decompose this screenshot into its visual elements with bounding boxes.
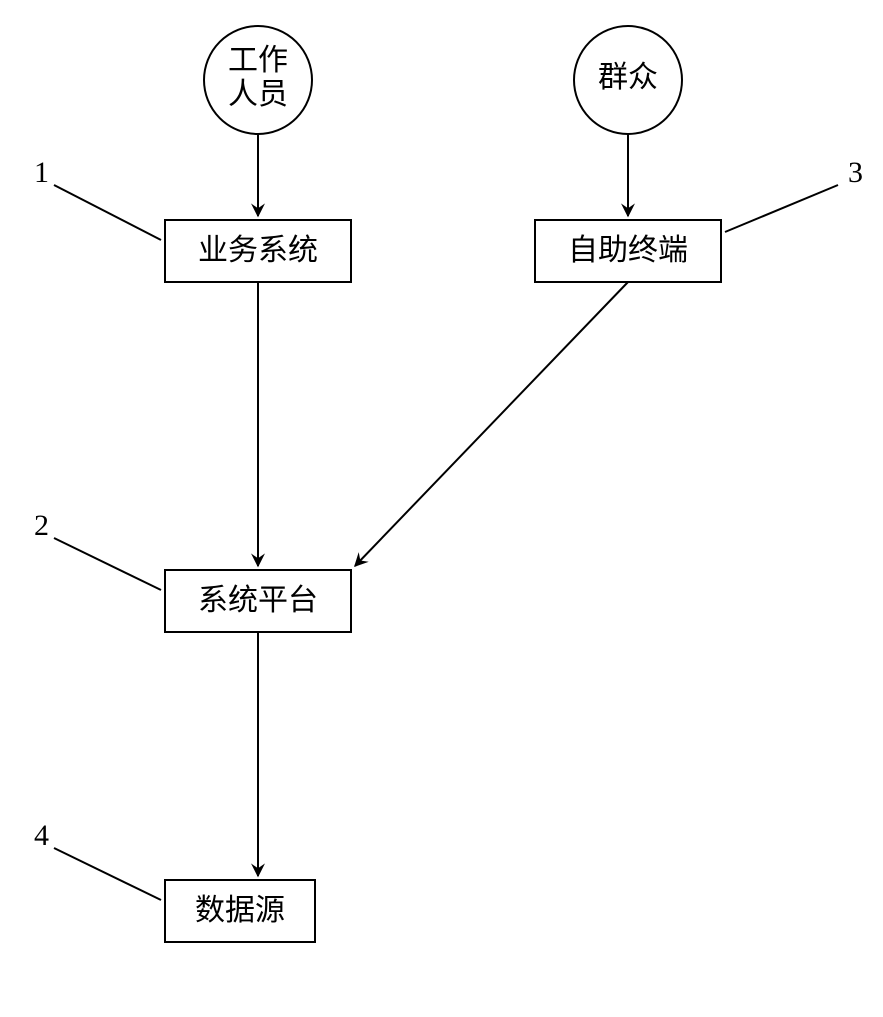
node-label-box_datasource: 数据源 [195,894,285,927]
callout-number-2: 2 [34,509,49,542]
node-label-box_platform: 系统平台 [198,584,318,617]
callout-number-4: 4 [34,819,49,852]
callout-number-3: 3 [848,156,863,189]
node-label-actor_staff-line1: 人员 [228,78,288,111]
edge-box_terminal-to-box_platform [355,282,628,566]
callout-leader-3 [725,185,838,232]
node-label-box_business: 业务系统 [198,234,318,267]
callout-leader-1 [54,185,161,240]
node-label-box_terminal: 自助终端 [568,234,688,267]
node-label-actor_staff-line0: 工作 [228,44,288,77]
callout-leader-2 [54,538,161,590]
callout-number-1: 1 [34,156,49,189]
callout-leader-4 [54,848,161,900]
flowchart-diagram: 工作人员 群众业务系统 自助终端系统平台数据源 1 2 3 4 [0,0,883,1017]
node-label-actor_public-line0: 群众 [598,61,658,94]
